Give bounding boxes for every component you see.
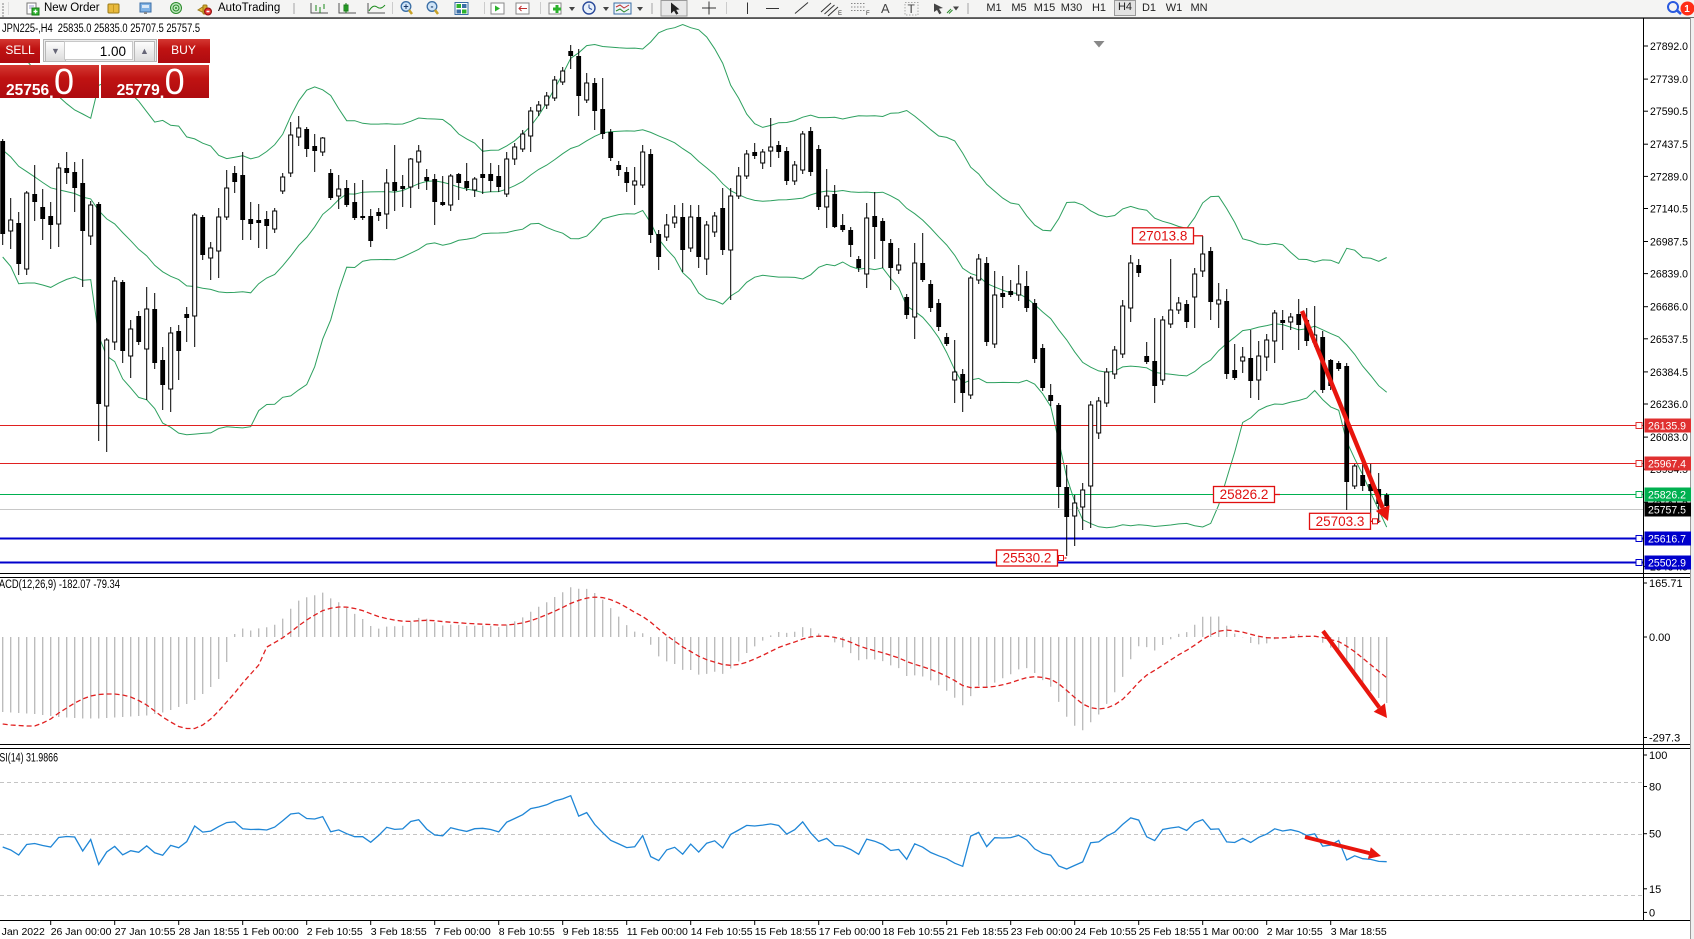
svg-text:26537.5: 26537.5: [1650, 334, 1688, 346]
svg-text:3 Mar 18:55: 3 Mar 18:55: [1331, 926, 1387, 938]
svg-text:17 Feb 00:00: 17 Feb 00:00: [819, 926, 881, 938]
svg-text:26 Jan 00:00: 26 Jan 00:00: [51, 926, 112, 938]
svg-text:F: F: [866, 11, 870, 17]
svg-text:18 Feb 10:55: 18 Feb 10:55: [883, 926, 945, 938]
svg-text:50: 50: [1649, 829, 1661, 841]
svg-text:E: E: [838, 11, 842, 17]
svg-text:1 Feb 00:00: 1 Feb 00:00: [243, 926, 299, 938]
svg-text:T: T: [908, 2, 916, 16]
svg-text:1: 1: [1684, 4, 1690, 15]
svg-text:27437.5: 27437.5: [1650, 139, 1688, 151]
svg-text:27289.0: 27289.0: [1650, 171, 1688, 183]
svg-text:-297.3: -297.3: [1649, 733, 1680, 745]
svg-text:26384.5: 26384.5: [1650, 367, 1688, 379]
svg-text:+: +: [403, 2, 408, 12]
svg-text:25 Feb 18:55: 25 Feb 18:55: [1139, 926, 1201, 938]
svg-text:27013.8: 27013.8: [1139, 228, 1188, 243]
svg-text:8 Feb 10:55: 8 Feb 10:55: [499, 926, 555, 938]
svg-text:A: A: [881, 1, 890, 16]
svg-text:26839.0: 26839.0: [1650, 269, 1688, 281]
svg-text:25 Jan 2022: 25 Jan 2022: [0, 926, 45, 938]
svg-text:27140.5: 27140.5: [1650, 204, 1688, 216]
svg-text:26236.0: 26236.0: [1650, 399, 1688, 411]
svg-text:JPN225-,H4 25835.0 25835.0 25: JPN225-,H4 25835.0 25835.0 25707.5 25757…: [2, 23, 200, 35]
svg-text:RSI(14) 31.9866: RSI(14) 31.9866: [0, 753, 58, 765]
svg-text:7 Feb 00:00: 7 Feb 00:00: [435, 926, 491, 938]
svg-text:80: 80: [1649, 782, 1661, 794]
svg-text:26083.0: 26083.0: [1650, 432, 1688, 444]
svg-text:24 Feb 10:55: 24 Feb 10:55: [1075, 926, 1137, 938]
svg-text:3 Feb 18:55: 3 Feb 18:55: [371, 926, 427, 938]
svg-text:25703.3: 25703.3: [1316, 514, 1365, 529]
svg-text:25757.5: 25757.5: [1648, 505, 1686, 517]
svg-text:11 Feb 00:00: 11 Feb 00:00: [627, 926, 688, 938]
svg-text:165.71: 165.71: [1649, 578, 1683, 590]
svg-text:MACD(12,26,9) -182.07 -79.34: MACD(12,26,9) -182.07 -79.34: [0, 579, 120, 591]
svg-text:2 Feb 10:55: 2 Feb 10:55: [307, 926, 363, 938]
svg-text:9 Feb 18:55: 9 Feb 18:55: [563, 926, 619, 938]
svg-text:27 Jan 10:55: 27 Jan 10:55: [115, 926, 176, 938]
svg-text:25502.9: 25502.9: [1648, 558, 1686, 570]
svg-text:15 Feb 18:55: 15 Feb 18:55: [755, 926, 817, 938]
svg-text:23 Feb 00:00: 23 Feb 00:00: [1011, 926, 1073, 938]
svg-text:0.00: 0.00: [1649, 632, 1670, 644]
svg-text:0: 0: [1649, 907, 1655, 919]
svg-text:25616.7: 25616.7: [1648, 534, 1686, 546]
svg-text:25967.4: 25967.4: [1648, 459, 1686, 471]
svg-text:27892.0: 27892.0: [1650, 41, 1688, 53]
svg-text:28 Jan 18:55: 28 Jan 18:55: [179, 926, 240, 938]
svg-text:1 Mar 00:00: 1 Mar 00:00: [1203, 926, 1259, 938]
svg-text:100: 100: [1649, 750, 1667, 762]
svg-text:27590.5: 27590.5: [1650, 106, 1688, 118]
svg-text:25826.2: 25826.2: [1648, 490, 1686, 502]
svg-text:2 Mar 10:55: 2 Mar 10:55: [1267, 926, 1323, 938]
svg-text:25826.2: 25826.2: [1220, 487, 1269, 502]
svg-text:21 Feb 18:55: 21 Feb 18:55: [947, 926, 1009, 938]
svg-text:-: -: [431, 2, 434, 12]
svg-text:26686.0: 26686.0: [1650, 302, 1688, 314]
svg-text:26987.5: 26987.5: [1650, 237, 1688, 249]
svg-text:14 Feb 10:55: 14 Feb 10:55: [691, 926, 753, 938]
svg-text:27739.0: 27739.0: [1650, 74, 1688, 86]
svg-text:15: 15: [1649, 884, 1661, 896]
svg-text:26135.9: 26135.9: [1648, 421, 1686, 433]
svg-text:25530.2: 25530.2: [1003, 551, 1052, 566]
